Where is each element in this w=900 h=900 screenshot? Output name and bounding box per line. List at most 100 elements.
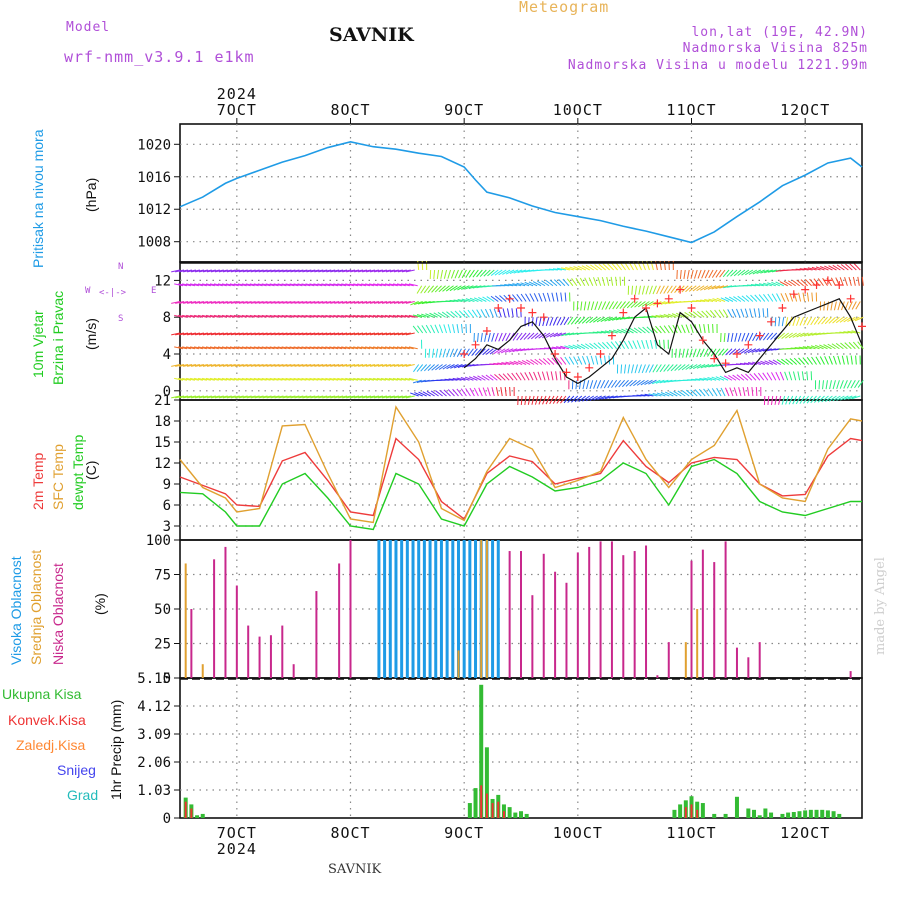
wind-arrow xyxy=(435,348,439,358)
wind-arrow xyxy=(641,340,645,349)
wind-arrow xyxy=(377,332,387,336)
wind-arrow xyxy=(389,395,399,399)
wind-arrow xyxy=(648,379,657,385)
wind-arrow xyxy=(366,364,376,367)
wind-arrow xyxy=(571,380,574,390)
wind-arrow xyxy=(840,342,848,350)
total-rain-bar xyxy=(678,804,683,818)
high-cloud-bar xyxy=(439,540,443,678)
wind-arrow xyxy=(515,308,518,318)
ytick-label: 50 xyxy=(154,602,171,618)
wind-arrow xyxy=(362,364,372,367)
wind-arrow xyxy=(848,301,853,310)
wind-arrow xyxy=(341,314,351,318)
wind-arrow xyxy=(495,387,499,397)
wind-arrow xyxy=(608,316,617,322)
wind-arrow xyxy=(741,295,750,302)
wind-arrow xyxy=(186,346,196,350)
wind-arrow xyxy=(485,374,494,381)
wind-arrow xyxy=(851,395,861,400)
wind-arrow xyxy=(663,339,665,349)
wind-arrow xyxy=(596,380,602,389)
wind-arrow xyxy=(410,301,419,306)
wind-arrow xyxy=(611,316,621,321)
wind-arrow xyxy=(302,301,312,304)
wind-arrow xyxy=(555,371,558,381)
wind-arrow xyxy=(480,309,486,318)
wind-arrow xyxy=(309,346,319,350)
wind-arrow xyxy=(648,364,654,373)
wind-arrow xyxy=(269,377,279,381)
wind-gust-marker xyxy=(471,340,480,349)
wind-arrow xyxy=(728,375,737,381)
wind-arrow xyxy=(405,301,415,304)
wind-arrow xyxy=(696,364,706,369)
ytick-label: 21 xyxy=(154,393,171,409)
wind-arrow xyxy=(640,394,650,397)
wind-arrow xyxy=(597,301,603,311)
wind-arrow xyxy=(396,283,406,287)
wind-arrow xyxy=(601,301,607,310)
wind-arrow xyxy=(333,283,343,287)
wind-arrow xyxy=(294,269,304,273)
wind-arrow xyxy=(508,283,518,287)
wind-arrow xyxy=(525,293,531,302)
wind-arrow xyxy=(313,377,323,381)
cloud-ylabel-low: Niska Oblacnost xyxy=(50,563,66,665)
wind-arrow xyxy=(310,364,320,367)
wind-arrow xyxy=(193,283,203,287)
wind-arrow xyxy=(353,283,363,287)
wind-arrow xyxy=(346,269,356,273)
wind-arrow xyxy=(545,279,554,287)
wind-arrow xyxy=(197,377,207,381)
wind-arrow xyxy=(690,269,694,279)
wind-arrow xyxy=(358,269,368,273)
wind-arrow xyxy=(629,379,637,387)
wind-arrow xyxy=(238,269,248,273)
wind-arrow xyxy=(719,285,729,289)
wind-arrow xyxy=(489,363,499,365)
wind-arrow xyxy=(301,314,311,318)
wind-arrow xyxy=(278,269,288,273)
wind-arrow xyxy=(213,314,223,318)
wind-arrow xyxy=(659,285,665,294)
wind-arrow xyxy=(230,332,240,336)
high-cloud-bar xyxy=(377,540,381,678)
wind-arrow xyxy=(603,380,610,389)
wind-arrow xyxy=(700,299,710,302)
wind-arrow xyxy=(286,301,296,304)
wind-arrow xyxy=(482,296,491,302)
wind-arrow xyxy=(187,301,197,304)
wind-arrow xyxy=(581,355,587,365)
wind-arrow xyxy=(443,269,448,279)
wind-arrow xyxy=(698,388,706,397)
wind-arrow xyxy=(489,308,494,318)
wind-arrow xyxy=(633,379,641,387)
wind-arrow xyxy=(305,314,315,318)
wind-arrow xyxy=(392,346,402,350)
wind-arrow xyxy=(497,348,506,354)
wind-arrow xyxy=(638,327,646,334)
wind-arrow xyxy=(349,346,359,350)
wind-arrow xyxy=(341,283,351,287)
wind-arrow xyxy=(644,379,653,386)
wind-arrow xyxy=(230,301,240,304)
wind-arrow xyxy=(636,340,641,349)
wind-arrow xyxy=(806,292,810,302)
wind-arrow xyxy=(322,269,332,273)
wind-arrow xyxy=(821,395,829,403)
wind-arrow xyxy=(329,314,339,318)
wind-arrow xyxy=(186,314,196,318)
total-rain-bar xyxy=(734,796,739,818)
wind-arrow xyxy=(589,342,598,350)
wind-arrow xyxy=(733,387,738,397)
wind-arrow xyxy=(567,316,574,325)
wind-arrow xyxy=(807,332,817,337)
wind-arrow xyxy=(717,348,725,357)
wind-arrow xyxy=(715,269,722,278)
high-cloud-bar xyxy=(434,540,438,678)
wind-arrow xyxy=(460,377,470,381)
wind-arrow xyxy=(182,283,192,287)
wind-arrow xyxy=(509,269,519,275)
model-elevation-label: Nadmorska Visina u modelu 1221.99m xyxy=(567,58,868,73)
